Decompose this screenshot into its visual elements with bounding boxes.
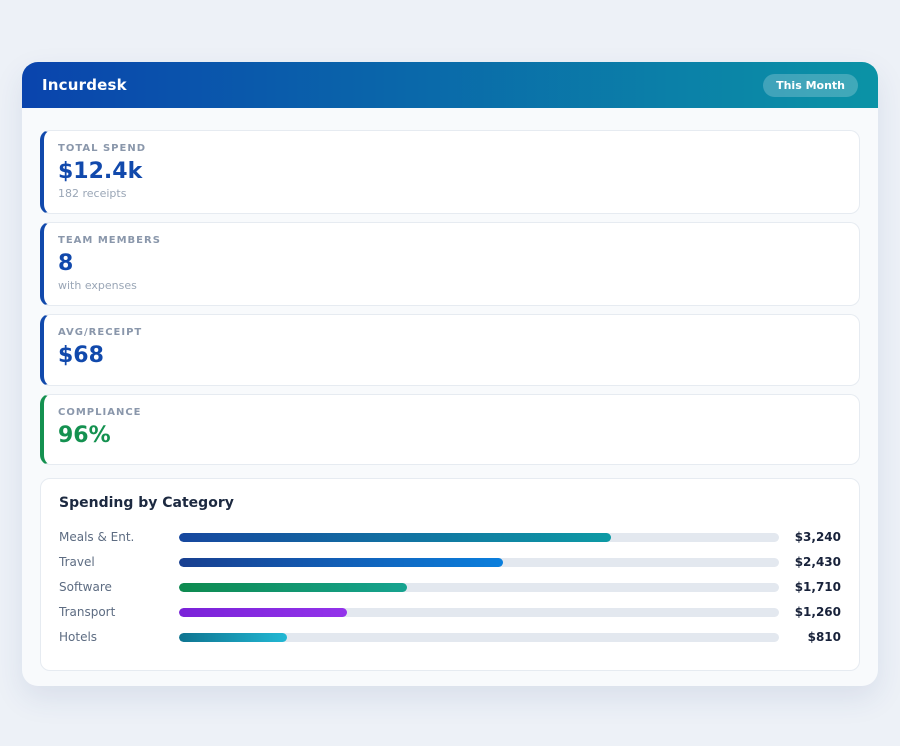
category-amount: $3,240 [779, 530, 841, 544]
dashboard-content: TOTAL SPEND $12.4k 182 receipts TEAM MEM… [22, 108, 878, 686]
bar-fill [179, 533, 611, 542]
bar-track [179, 558, 779, 567]
app-title: Incurdesk [42, 76, 127, 94]
stat-card-team-members: TEAM MEMBERS 8 with expenses [40, 222, 860, 306]
bar-fill [179, 633, 287, 642]
dashboard-panel: Incurdesk This Month TOTAL SPEND $12.4k … [22, 62, 878, 686]
category-row: Travel $2,430 [59, 550, 841, 575]
app-header: Incurdesk This Month [22, 62, 878, 108]
stat-card-compliance: COMPLIANCE 96% [40, 394, 860, 465]
stat-value: $68 [58, 344, 841, 368]
category-label: Meals & Ent. [59, 530, 179, 544]
period-badge[interactable]: This Month [763, 74, 858, 97]
bar-fill [179, 583, 407, 592]
stat-label: TEAM MEMBERS [58, 235, 841, 246]
stat-label: COMPLIANCE [58, 407, 841, 418]
category-label: Transport [59, 605, 179, 619]
stat-value: $12.4k [58, 160, 841, 184]
bar-track [179, 533, 779, 542]
stat-subtext: 182 receipts [58, 187, 841, 200]
bar-track [179, 583, 779, 592]
stat-label: TOTAL SPEND [58, 143, 841, 154]
category-amount: $2,430 [779, 555, 841, 569]
category-amount: $1,710 [779, 580, 841, 594]
category-bar-list: Meals & Ent. $3,240 Travel $2,430 Software $1… [59, 525, 841, 650]
stat-card-avg-receipt: AVG/RECEIPT $68 [40, 314, 860, 385]
category-row: Software $1,710 [59, 575, 841, 600]
category-amount: $1,260 [779, 605, 841, 619]
bar-fill [179, 558, 503, 567]
bar-track [179, 608, 779, 617]
category-amount: $810 [779, 630, 841, 644]
stat-value: 96% [58, 424, 841, 448]
bar-fill [179, 608, 347, 617]
bar-track [179, 633, 779, 642]
spending-by-category-card: Spending by Category Meals & Ent. $3,240 T… [40, 478, 860, 671]
stat-label: AVG/RECEIPT [58, 327, 841, 338]
category-label: Travel [59, 555, 179, 569]
category-row: Hotels $810 [59, 625, 841, 650]
category-label: Hotels [59, 630, 179, 644]
chart-title: Spending by Category [59, 495, 841, 511]
category-row: Transport $1,260 [59, 600, 841, 625]
stat-value: 8 [58, 252, 841, 276]
category-row: Meals & Ent. $3,240 [59, 525, 841, 550]
category-label: Software [59, 580, 179, 594]
stat-card-total-spend: TOTAL SPEND $12.4k 182 receipts [40, 130, 860, 214]
stat-subtext: with expenses [58, 279, 841, 292]
